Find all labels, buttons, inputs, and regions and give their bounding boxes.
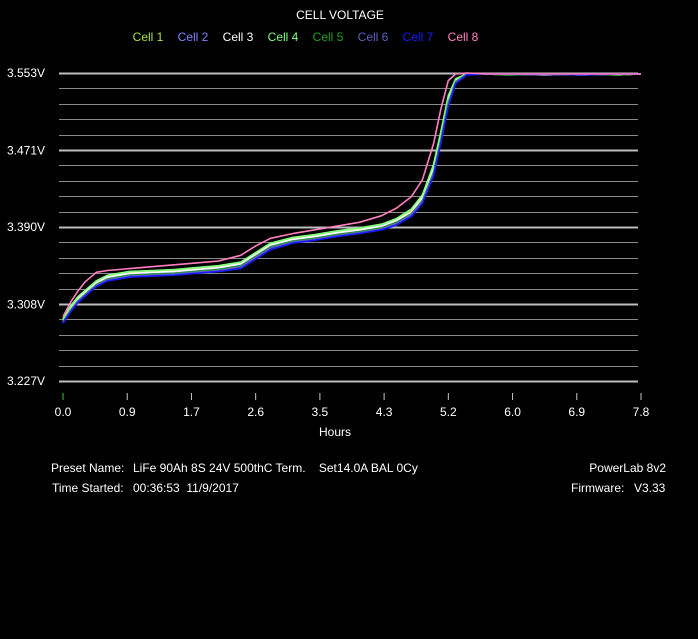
chart-title: CELL VOLTAGE [296,8,384,22]
series-lines [62,72,642,324]
legend-entry: Cell 1 [133,30,164,44]
legend-entry: Cell 4 [268,30,299,44]
series-line [62,73,641,323]
series-line [62,72,641,318]
firmware-label: Firmware: [571,481,625,495]
y-tick-label: 3.227V [7,374,45,388]
x-tick-label: 3.5 [312,405,329,419]
legend-entry: Cell 5 [313,30,344,44]
x-tick-label: 0.0 [55,405,72,419]
preset-value: LiFe 90Ah 8S 24V 500thC Term. Set14.0A B… [133,461,418,475]
device-name: PowerLab 8v2 [589,461,666,475]
y-tick-label: 3.390V [7,220,45,234]
series-line [62,73,641,322]
series-line [62,73,642,322]
x-axis-label: Hours [319,425,351,439]
legend-entry: Cell 7 [403,30,434,44]
series-line [62,73,641,324]
grid [59,72,638,383]
time-started-label: Time Started: [52,481,124,495]
x-tick-label: 7.8 [633,405,650,419]
series-line [62,73,642,321]
legend-entry: Cell 3 [223,30,254,44]
y-axis-ticks: 3.553V 3.471V 3.390V 3.308V 3.227V [7,66,45,388]
x-tick-label: 2.6 [247,405,264,419]
x-tick-label: 5.2 [440,405,457,419]
x-tick-label: 4.3 [376,405,393,419]
legend: Cell 1 Cell 2 Cell 3 Cell 4 Cell 5 Cell 6 Cell… [133,30,479,44]
x-axis-ticks: 0.0 0.9 1.7 2.6 3.5 4.3 5.2 6.0 6.9 7.8 [55,393,650,419]
x-tick-label: 6.9 [568,405,585,419]
y-tick-label: 3.308V [7,297,45,311]
preset-label: Preset Name: [51,461,125,475]
legend-entry: Cell 6 [358,30,389,44]
legend-entry: Cell 2 [178,30,209,44]
y-tick-label: 3.471V [7,143,45,157]
time-started-value: 00:36:53 11/9/2017 [133,481,239,495]
y-tick-label: 3.553V [7,66,45,80]
legend-entry: Cell 8 [448,30,479,44]
x-tick-label: 6.0 [504,405,521,419]
x-tick-label: 0.9 [119,405,136,419]
x-tick-label: 1.7 [183,405,200,419]
firmware-value: V3.33 [634,481,666,495]
